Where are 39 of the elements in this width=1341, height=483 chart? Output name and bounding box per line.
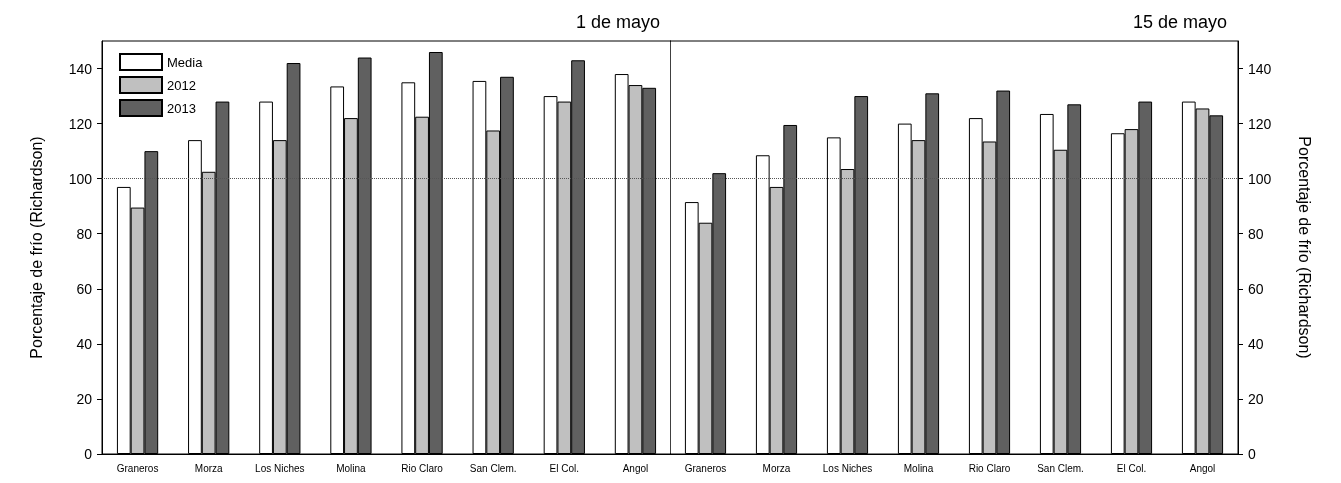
x-tick-label: Angol bbox=[622, 462, 649, 474]
y-tick-label: 120 bbox=[1248, 115, 1272, 132]
y-tick-label: 0 bbox=[1248, 446, 1256, 462]
x-tick-label: Molina bbox=[336, 462, 367, 474]
chart-title: 15 de mayo bbox=[1132, 12, 1227, 32]
chart-title: 1 de mayo bbox=[575, 12, 661, 32]
legend-label: Media bbox=[167, 54, 204, 70]
x-tick-label: San Clem. bbox=[469, 462, 517, 474]
x-tick-label: San Clem. bbox=[1037, 462, 1084, 474]
y-tick-label: 140 bbox=[1248, 60, 1272, 77]
x-tick-label: Morza bbox=[762, 462, 791, 474]
x-tick-label: Graneros bbox=[116, 462, 159, 474]
y-tick-label: 80 bbox=[76, 225, 93, 242]
y-tick-label: 100 bbox=[1248, 170, 1272, 187]
x-tick-label: Molina bbox=[903, 462, 934, 474]
x-tick-label: Los Niches bbox=[822, 462, 873, 474]
x-tick-label: El Col. bbox=[1116, 462, 1147, 474]
y-tick-label: 40 bbox=[76, 335, 93, 352]
y-tick-label: 60 bbox=[1248, 280, 1264, 297]
y-tick-label: 20 bbox=[76, 390, 93, 407]
x-tick-label: Los Niches bbox=[255, 462, 305, 474]
y-tick-label: 20 bbox=[1248, 390, 1264, 407]
legend-label: 2013 bbox=[167, 100, 196, 116]
x-tick-label: Angol bbox=[1189, 462, 1216, 474]
y-tick-label: 60 bbox=[76, 280, 93, 297]
x-tick-label: El Col. bbox=[549, 462, 580, 474]
x-tick-label: Graneros bbox=[684, 462, 727, 474]
y-tick-label: 120 bbox=[68, 115, 93, 132]
x-tick-label: Rio Claro bbox=[401, 462, 444, 474]
x-tick-label: Rio Claro bbox=[968, 462, 1011, 474]
legend-label: 2012 bbox=[167, 77, 196, 93]
y-tick-label: 40 bbox=[1248, 335, 1264, 352]
y-tick-label: 0 bbox=[84, 446, 93, 462]
y-axis-title: Porcentaje de frío (Richardson) bbox=[27, 136, 45, 359]
x-tick-label: Morza bbox=[194, 462, 224, 474]
y-tick-label: 100 bbox=[68, 170, 93, 187]
y-axis-title: Porcentaje de frío (Richardson) bbox=[1295, 136, 1313, 359]
y-tick-label: 80 bbox=[1248, 225, 1264, 242]
y-tick-label: 140 bbox=[68, 60, 93, 77]
